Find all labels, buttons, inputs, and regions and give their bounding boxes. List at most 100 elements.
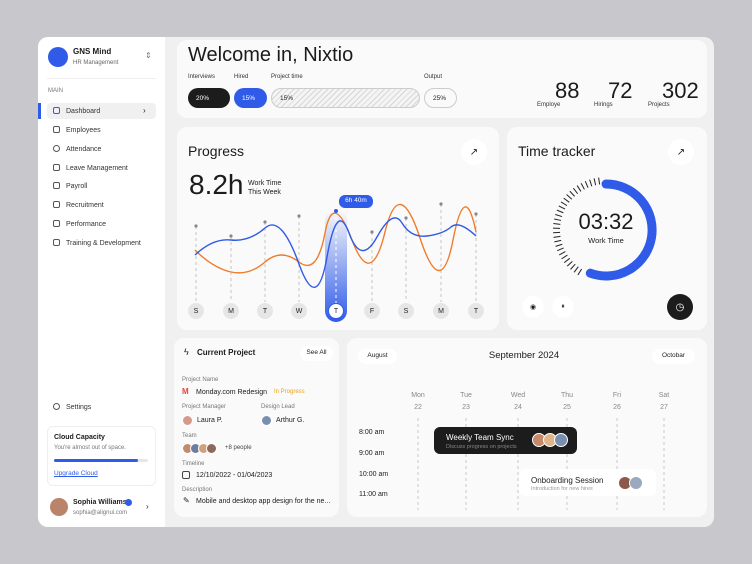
dot [404,216,408,220]
progress-label: Work Time [248,180,282,187]
dot [297,214,301,218]
header-card [177,40,707,118]
expand-button[interactable]: ↗ [668,139,694,165]
nav-item[interactable]: Training & Development [66,240,141,247]
stat-label: Projects [648,102,670,108]
nav-icon [53,220,60,227]
nav-item[interactable]: Attendance [66,146,102,153]
timer-value: 03:32 [578,209,634,234]
stat-label: Hirings [594,102,613,108]
nav-item[interactable]: Leave Management [66,165,128,172]
welcome-title: Welcome in, Nixtio [188,44,354,66]
weekday: Mon [411,392,425,399]
tick [577,268,583,276]
avatar [629,476,643,490]
tick [573,266,579,273]
chevron[interactable]: › [146,502,149,511]
timeline: 12/10/2022 - 01/04/2023 [196,472,273,479]
day-label[interactable]: S [188,303,204,319]
brand-subtitle: HR Management [73,60,119,66]
upgrade-link[interactable]: Upgrade Cloud [54,470,98,477]
avatar [554,433,568,447]
brand-name: GNS Mind [73,47,112,56]
date: 25 [563,404,571,411]
tick [558,251,566,256]
nav-icon [53,403,60,410]
dot [439,202,443,206]
capacity-title: Cloud Capacity [54,434,105,441]
pen-icon: ✎ [183,496,190,505]
day-label[interactable]: T [468,303,484,319]
card-title: Progress [188,143,245,159]
weekday: Thu [560,392,574,399]
capacity-fill [54,459,138,462]
bar-label: Project time [271,74,303,80]
section-label: MAIN [48,88,63,94]
progress-label: This Week [248,189,281,196]
stat-pill: 20% [188,88,230,108]
play-button[interactable]: ◉ [522,296,544,318]
nav-item[interactable]: Employees [66,127,101,134]
field-label: Team [182,433,197,439]
tick [554,218,562,221]
tooltip: 6h 40m [339,195,373,208]
time-label: 9:00 am [359,450,385,457]
project-name: Monday.com Redesign [196,389,268,396]
day-label[interactable]: T [257,303,273,319]
nav-icon [53,126,60,133]
expand-button[interactable]: ↗ [461,139,487,165]
tick [554,239,562,243]
event-subtitle: Introduction for new hires [531,486,593,492]
tick [566,261,573,267]
tick [563,257,571,264]
day-label[interactable]: M [223,303,239,319]
tick [570,263,576,270]
timer-arc [585,179,657,281]
nav-icon [53,145,60,152]
tick [580,182,585,190]
settings-link[interactable]: Settings [66,404,92,411]
tick [557,247,564,252]
tick [589,179,593,187]
field-label: Design Lead [261,404,295,410]
day-label[interactable]: F [364,303,380,319]
user-name: Sophia Williams [73,499,127,506]
next-month[interactable]: Octobar [652,349,695,364]
weekday: Wed [510,392,526,399]
description: Mobile and desktop app design for the ne… [196,498,331,505]
bar-label: Output [424,74,443,80]
day-label[interactable]: T [328,303,344,319]
see-all-button[interactable]: See All [300,346,333,361]
tick [584,181,589,188]
active-indicator [38,103,41,119]
blue-line [194,217,477,288]
stop-button[interactable]: ◷ [667,294,693,320]
status-badge: In Progress [274,389,305,395]
avatar [261,415,272,426]
date: 23 [462,404,470,411]
day-label[interactable]: S [398,303,414,319]
nav-item[interactable]: Performance [66,221,107,228]
nav-item[interactable]: Dashboard [66,108,101,115]
tick [553,223,561,225]
dot [263,220,267,224]
user-email: sophia@alignui.com [73,510,128,516]
day-label[interactable]: W [291,303,307,319]
calendar-icon [182,471,190,479]
lead-name: Arthur G. [276,417,305,424]
day-label[interactable]: M [433,303,449,319]
workspace-switch[interactable]: ⇕ [145,51,152,60]
nav-item[interactable]: Recruitment [66,202,104,209]
tick [555,214,563,218]
tick [556,209,564,214]
tick [566,194,573,200]
timer-label: Work Time [588,236,624,245]
field-label: Project Name [182,377,219,383]
field-label: Timeline [182,461,205,467]
prev-month[interactable]: August [358,349,397,364]
timer-ring [553,177,657,281]
nav-item[interactable]: Payroll [66,183,88,190]
tick [569,190,575,197]
pause-button[interactable]: ⏸ [552,296,574,318]
